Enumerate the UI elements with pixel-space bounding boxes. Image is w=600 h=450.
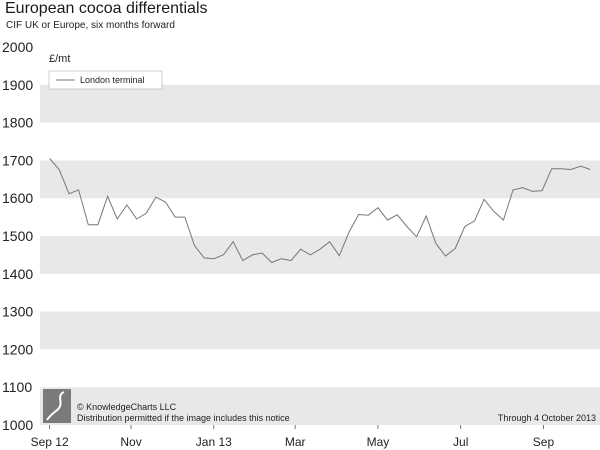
x-tick-label: Jan 13: [196, 435, 232, 449]
y-tick-label: 1000: [2, 417, 33, 433]
grid-bands: [40, 84, 600, 425]
y-tick-label: 1300: [2, 304, 33, 320]
legend: London terminal: [48, 70, 163, 90]
through-date: Through 4 October 2013: [498, 413, 596, 423]
x-tick-label: Sep 12: [31, 435, 69, 449]
chart-title: European cocoa differentials: [5, 0, 208, 17]
y-tick-label: 1800: [2, 115, 33, 131]
y-tick-label: 1200: [2, 341, 33, 357]
y-unit-label: £/mt: [49, 53, 70, 65]
y-tick-label: 1500: [2, 228, 33, 244]
x-axis-ticks: Sep 12 Nov Jan 13 Mar May Jul Sep: [31, 425, 555, 449]
distribution-notice: Distribution permitted if the image incl…: [77, 413, 290, 423]
grid-band: [40, 236, 600, 274]
y-tick-label: 1700: [2, 152, 33, 168]
x-tick-label: May: [367, 435, 390, 449]
x-tick-label: Mar: [285, 435, 306, 449]
y-tick-label: 1600: [2, 190, 33, 206]
y-tick-label: 1100: [2, 379, 32, 395]
series-line-london-terminal: [49, 158, 591, 264]
copyright-text: © KnowledgeCharts LLC: [77, 402, 177, 412]
grid-band: [40, 84, 600, 123]
chart-subtitle: CIF UK or Europe, six months forward: [6, 20, 175, 31]
y-tick-label: 2000: [2, 39, 33, 55]
knowledgecharts-logo: [43, 389, 71, 423]
grid-band: [40, 160, 600, 199]
grid-band: [40, 387, 600, 425]
grid-band: [40, 311, 600, 350]
y-tick-label: 1400: [2, 266, 33, 282]
legend-label: London terminal: [80, 75, 145, 85]
y-tick-label: 1900: [2, 77, 33, 93]
y-axis-ticks: 1000 1100 1200 1300 1400 1500 1600 1700 1800 1900…: [2, 39, 33, 433]
x-tick-label: Nov: [120, 435, 141, 449]
legend-box: [48, 70, 163, 90]
x-tick-label: Jul: [453, 435, 468, 449]
x-tick-label: Sep: [533, 435, 555, 449]
